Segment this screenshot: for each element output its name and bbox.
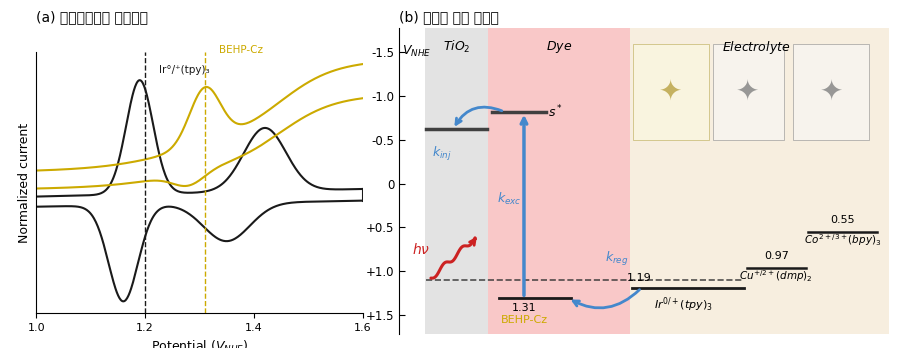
Bar bbox=[424, 28, 488, 334]
X-axis label: Potential ($V_{NHE}$): Potential ($V_{NHE}$) bbox=[151, 339, 249, 348]
Text: $Ir^{0/+}(tpy)_3$: $Ir^{0/+}(tpy)_3$ bbox=[654, 295, 713, 314]
Text: $s^*$: $s^*$ bbox=[549, 104, 563, 120]
Text: 0.97: 0.97 bbox=[764, 252, 789, 261]
Text: Ir°/⁺(tpy)₃: Ir°/⁺(tpy)₃ bbox=[159, 65, 210, 75]
Bar bbox=[488, 28, 630, 334]
Bar bbox=[713, 44, 784, 140]
Text: 1.31: 1.31 bbox=[512, 303, 536, 314]
Text: $Dye$: $Dye$ bbox=[546, 39, 572, 55]
Text: BEHP-Cz: BEHP-Cz bbox=[219, 45, 263, 55]
Text: 0.55: 0.55 bbox=[830, 215, 854, 225]
Text: 1.19: 1.19 bbox=[627, 273, 651, 283]
Text: BEHP-Cz: BEHP-Cz bbox=[501, 315, 548, 325]
Text: $V_{NHE}$: $V_{NHE}$ bbox=[402, 44, 431, 59]
Text: $Cu^{+/2+}(dmp)_2$: $Cu^{+/2+}(dmp)_2$ bbox=[739, 268, 813, 284]
Text: $Electrolyte$: $Electrolyte$ bbox=[722, 39, 791, 56]
Text: $Co^{2+/3+}(bpy)_3$: $Co^{2+/3+}(bpy)_3$ bbox=[804, 232, 881, 247]
Text: ✦: ✦ bbox=[819, 78, 843, 106]
Text: $TiO_2$: $TiO_2$ bbox=[443, 39, 470, 55]
Text: (a) 순환전압전류 스펙트럼: (a) 순환전압전류 스펙트럼 bbox=[36, 10, 148, 24]
Bar bbox=[630, 28, 889, 334]
Y-axis label: Normalized current: Normalized current bbox=[18, 122, 31, 243]
Text: $h\nu$: $h\nu$ bbox=[412, 242, 430, 256]
Bar bbox=[794, 44, 869, 140]
Text: $k_{reg}$: $k_{reg}$ bbox=[605, 251, 629, 268]
Text: ✦: ✦ bbox=[736, 78, 759, 106]
Bar bbox=[633, 44, 709, 140]
Text: $k_{inj}$: $k_{inj}$ bbox=[433, 145, 452, 164]
Text: $k_{exc}$: $k_{exc}$ bbox=[497, 191, 522, 207]
Text: (b) 에너지 준위 모식도: (b) 에너지 준위 모식도 bbox=[399, 10, 499, 24]
Text: ✦: ✦ bbox=[659, 78, 683, 106]
